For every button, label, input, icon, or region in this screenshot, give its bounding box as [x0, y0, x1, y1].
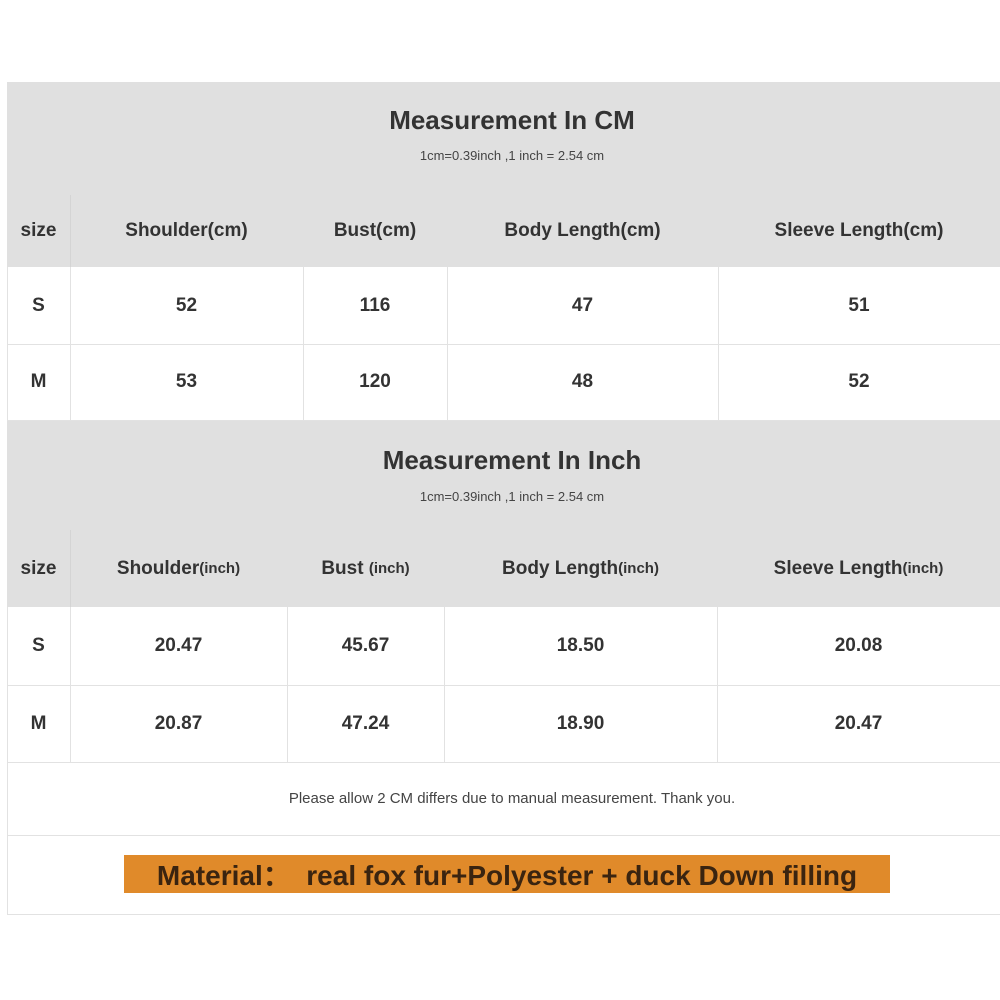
column-divider — [717, 685, 718, 762]
column-divider — [718, 344, 719, 420]
column-header-unit: (inch) — [902, 560, 944, 577]
column-header-label: Sleeve Length — [773, 557, 903, 579]
column-header-label: Bust — [321, 557, 369, 579]
row-divider — [7, 344, 1000, 345]
table-cell: 53 — [175, 371, 198, 392]
column-header: Shoulder(cm) — [70, 195, 303, 267]
column-header-label: Body Length — [502, 557, 619, 579]
column-header-label: Shoulder — [116, 557, 200, 579]
column-header-label: size — [20, 557, 57, 579]
column-divider — [444, 685, 445, 762]
column-divider — [447, 344, 448, 420]
size-cell: S — [32, 635, 45, 656]
table-cell: 20.47 — [834, 712, 883, 734]
cm-table-title: Measurement In CM — [389, 105, 635, 135]
divider — [7, 835, 1000, 836]
table-cell: 120 — [359, 371, 391, 392]
inch-header-band — [7, 420, 1000, 607]
size-cell: M — [30, 712, 47, 734]
column-header: Sleeve Length (inch) — [717, 530, 1000, 607]
table-cell: 20.08 — [834, 635, 883, 656]
column-header: Shoulder (inch) — [70, 530, 287, 607]
table-cell: 116 — [359, 294, 391, 316]
row-divider — [7, 420, 1000, 421]
column-divider — [70, 530, 71, 607]
inch-table-subtitle: 1cm=0.39inch ,1 inch = 2.54 cm — [419, 489, 605, 504]
column-divider — [447, 267, 448, 344]
column-divider — [718, 267, 719, 344]
table-cell: 20.87 — [154, 712, 203, 734]
row-divider — [7, 762, 1000, 763]
table-cell: 45.67 — [341, 635, 390, 656]
column-divider — [287, 685, 288, 762]
row-divider — [7, 685, 1000, 686]
column-divider — [287, 607, 288, 685]
column-header: Body Length (inch) — [444, 530, 717, 607]
table-cell: 47.24 — [341, 712, 390, 734]
column-header-unit: (inch) — [618, 560, 659, 577]
cm-header-band — [7, 82, 1000, 267]
table-cell: 51 — [848, 294, 870, 316]
column-divider — [70, 344, 71, 420]
column-header-label: Sleeve Length(cm) — [774, 220, 944, 241]
table-cell: 48 — [571, 371, 594, 392]
material-label: Material： real fox fur+Polyester + duck … — [124, 855, 890, 893]
column-divider — [303, 267, 304, 344]
column-header: Bust(cm) — [303, 195, 447, 267]
size-cell: M — [30, 371, 47, 392]
column-header-label: Shoulder(cm) — [125, 220, 248, 241]
column-divider — [303, 344, 304, 420]
column-header-unit: (inch) — [368, 560, 410, 577]
column-header-label: Body Length(cm) — [504, 220, 661, 241]
table-cell: 20.47 — [154, 635, 203, 656]
column-header: Body Length(cm) — [447, 195, 718, 267]
column-header: size — [7, 530, 70, 607]
column-header: Sleeve Length(cm) — [718, 195, 1000, 267]
inch-table-title: Measurement In Inch — [382, 445, 642, 475]
column-divider — [444, 607, 445, 685]
cm-table-subtitle: 1cm=0.39inch ,1 inch = 2.54 cm — [419, 148, 605, 163]
column-header-unit: (inch) — [199, 560, 241, 577]
table-cell: 18.90 — [556, 712, 605, 734]
table-cell: 18.50 — [556, 635, 605, 656]
measurement-note: Please allow 2 CM differs due to manual … — [288, 790, 736, 807]
size-cell: S — [32, 294, 45, 316]
column-divider — [70, 267, 71, 344]
column-header-label: Bust(cm) — [333, 220, 417, 241]
column-header-label: size — [20, 220, 57, 241]
table-cell: 52 — [848, 371, 870, 392]
column-divider — [70, 685, 71, 762]
column-divider — [70, 607, 71, 685]
table-cell: 52 — [175, 294, 198, 316]
column-header: size — [7, 195, 70, 267]
table-cell: 47 — [571, 294, 594, 316]
column-header: Bust (inch) — [287, 530, 444, 607]
column-divider — [717, 607, 718, 685]
column-divider — [70, 195, 71, 267]
